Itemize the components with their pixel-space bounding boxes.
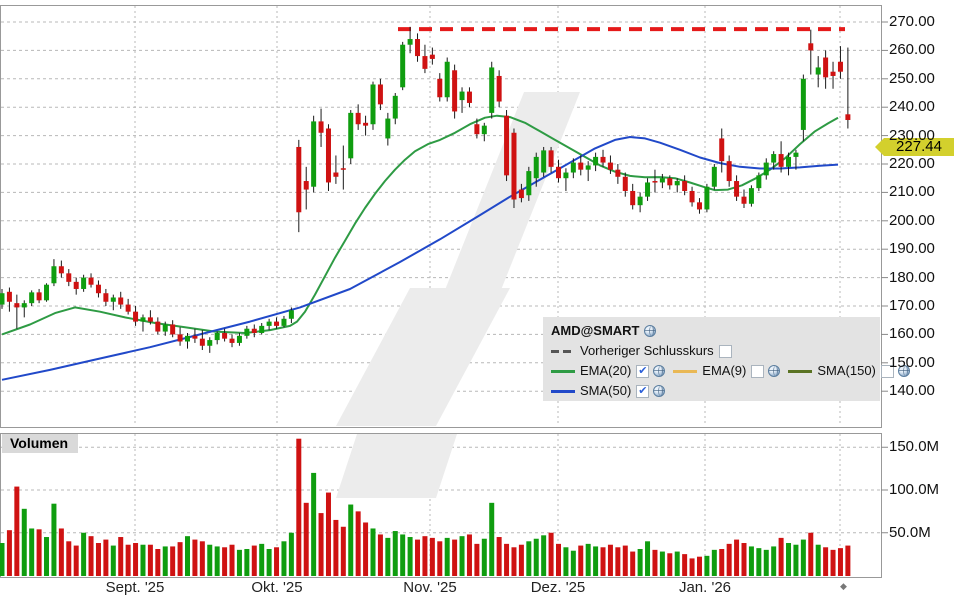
month-label: Dez. '25 <box>530 579 586 596</box>
current-price-tag: 227.44 <box>884 138 954 156</box>
price-axis-label: 200.00 <box>889 211 935 229</box>
legend-item-ema20: EMA(20) <box>580 363 632 378</box>
volume-axis-label: 100.0M <box>889 481 940 498</box>
price-axis-label: 160.00 <box>889 325 935 343</box>
ema20-line-sample <box>551 369 575 373</box>
legend-item-ema9: EMA(9) <box>702 363 747 378</box>
price-axis-label: 260.00 <box>889 41 935 59</box>
legend-item-prev-close: Vorheriger Schlusskurs <box>580 343 714 358</box>
price-axis-label: 230.00 <box>889 126 935 144</box>
globe-icon[interactable] <box>897 365 910 377</box>
prev-close-checkbox[interactable] <box>718 344 732 358</box>
price-axis-label: 220.00 <box>889 155 935 172</box>
month-label: Okt. '25 <box>251 579 303 596</box>
globe-icon[interactable] <box>653 365 666 377</box>
volume-axis-label: 50.0M <box>889 523 931 541</box>
price-axis-label: 240.00 <box>889 98 935 116</box>
price-tag-arrow-icon <box>875 138 884 156</box>
legend-title: AMD@SMART <box>551 323 640 338</box>
month-label: Nov. '25 <box>403 579 457 596</box>
chart-legend: AMD@SMART Vorheriger Schlusskurs EMA(20)… <box>543 317 910 401</box>
sma150-line-sample <box>788 369 813 373</box>
sma150-checkbox[interactable] <box>880 364 894 378</box>
price-axis-label: 190.00 <box>889 240 935 258</box>
ema9-checkbox[interactable] <box>751 364 765 378</box>
legend-item-sma150: SMA(150) <box>817 363 876 378</box>
ema9-line-sample <box>673 369 698 373</box>
volume-panel-title: Volumen <box>2 434 79 453</box>
month-label: Jan. '26 <box>678 579 732 596</box>
sma50-checkbox[interactable]: ✔ <box>636 384 650 398</box>
price-axis-label: 210.00 <box>889 183 935 201</box>
price-axis-label: 150.00 <box>889 353 935 371</box>
price-axis-label: 170.00 <box>889 297 935 314</box>
month-label: Sept. '25 <box>105 579 165 596</box>
price-axis-label: 250.00 <box>889 69 935 87</box>
volume-axis-label: 150.0M <box>889 438 940 456</box>
ema20-checkbox[interactable]: ✔ <box>636 364 650 378</box>
globe-icon[interactable] <box>653 385 666 397</box>
price-axis-label: 270.00 <box>889 13 935 30</box>
globe-icon[interactable] <box>643 325 656 337</box>
price-axis-label: 180.00 <box>889 268 935 286</box>
sma50-line-sample <box>551 389 575 393</box>
prev-close-line-sample <box>551 349 575 353</box>
timeline-position-marker[interactable]: ◆ <box>840 581 847 591</box>
legend-item-sma50: SMA(50) <box>580 383 632 398</box>
globe-icon[interactable] <box>768 365 781 377</box>
price-axis-label: 140.00 <box>889 382 935 400</box>
